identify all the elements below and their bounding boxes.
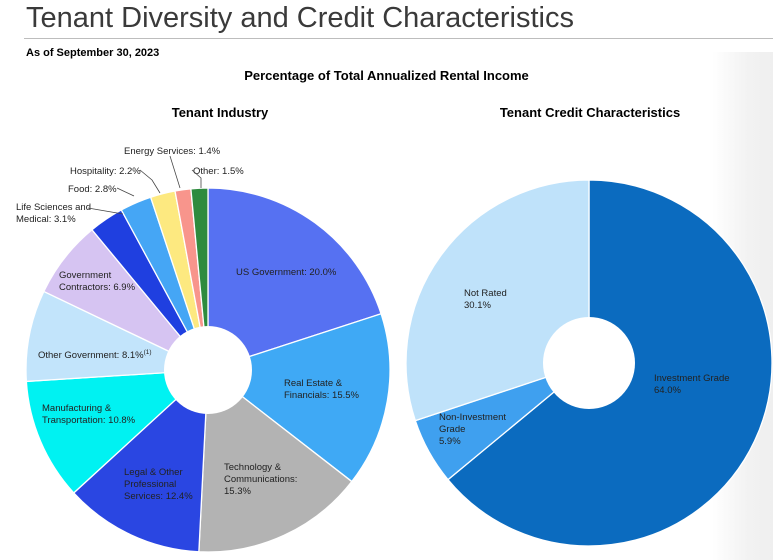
industry-leader-line-1 <box>116 187 135 197</box>
industry-slice-3 <box>72 368 209 553</box>
industry-label-4: Manufacturing & Transportation: 10.8% <box>42 403 136 426</box>
credit-label-0: Investment Grade 64.0% <box>654 373 730 396</box>
industry-slice-1 <box>206 312 391 483</box>
industry-label-10: Energy Services: 1.4% <box>124 146 221 157</box>
industry-label-8: Food: 2.8% <box>68 184 117 195</box>
industry-slice-5 <box>25 290 211 383</box>
industry-label-5: Other Government: 8.1%(1) <box>38 349 152 361</box>
industry-leader-line-2 <box>139 169 161 194</box>
industry-leader-line-4 <box>191 169 202 188</box>
industry-slice-11 <box>190 187 209 371</box>
industry-slice-0 <box>207 187 382 371</box>
credit-chart-title: Tenant Credit Characteristics <box>499 105 681 120</box>
credit-center-hole <box>543 317 635 409</box>
industry-label-6: Government Contractors: 6.9% <box>59 270 136 293</box>
page-title: Tenant Diversity and Credit Characterist… <box>26 2 574 34</box>
credit-label-1: Non-Investment Grade 5.9% <box>439 412 506 447</box>
credit-label-2: Not Rated 30.1% <box>464 288 507 311</box>
as-of-date: As of September 30, 2023 <box>26 47 160 59</box>
charts-subtitle: Percentage of Total Annualized Rental In… <box>244 68 529 83</box>
industry-label-11: Other: 1.5% <box>193 166 244 177</box>
industry-chart-title: Tenant Industry <box>171 105 269 120</box>
industry-leader-line-3 <box>169 155 181 189</box>
industry-leader-line-0 <box>87 207 124 215</box>
industry-slice-4 <box>25 369 210 494</box>
industry-label-0: US Government: 20.0% <box>236 267 337 278</box>
industry-label-1: Real Estate & Financials: 15.5% <box>284 378 360 401</box>
title-divider <box>24 38 773 39</box>
industry-label-7: Life Sciences and Medical: 3.1% <box>16 202 91 225</box>
industry-slice-2 <box>198 368 353 553</box>
industry-label-9: Hospitality: 2.2% <box>70 166 141 177</box>
industry-label-2: Technology & Communications: 15.3% <box>224 462 297 497</box>
industry-label-3: Legal & Other Professional Services: 12.4% <box>124 467 193 502</box>
industry-center-hole <box>164 326 252 414</box>
